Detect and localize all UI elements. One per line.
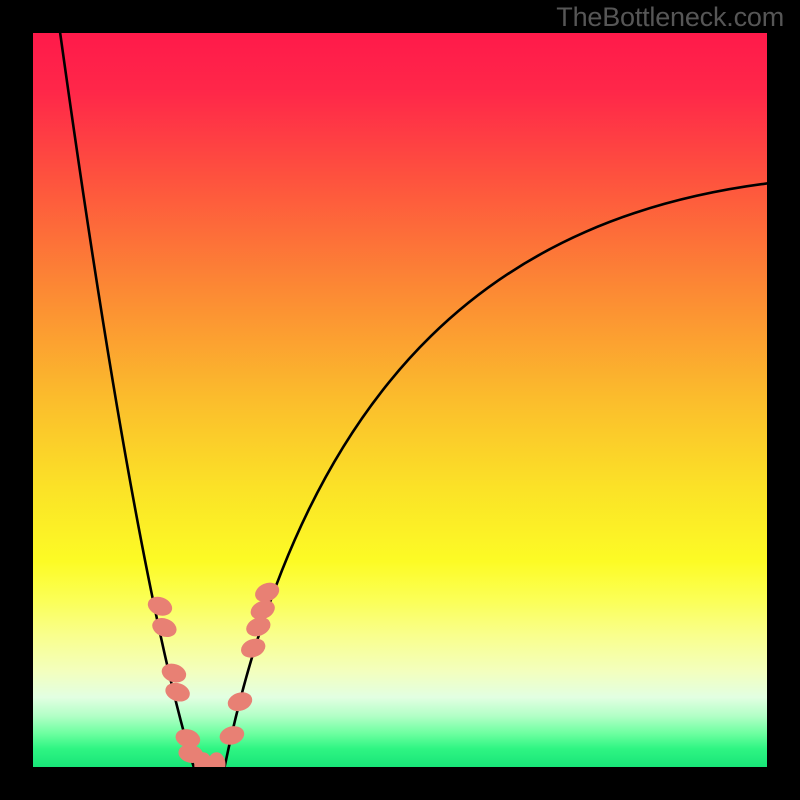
watermark-text: TheBottleneck.com <box>556 2 784 33</box>
plot-area <box>33 33 767 767</box>
chart-canvas: TheBottleneck.com <box>0 0 800 800</box>
chart-svg <box>0 0 800 800</box>
